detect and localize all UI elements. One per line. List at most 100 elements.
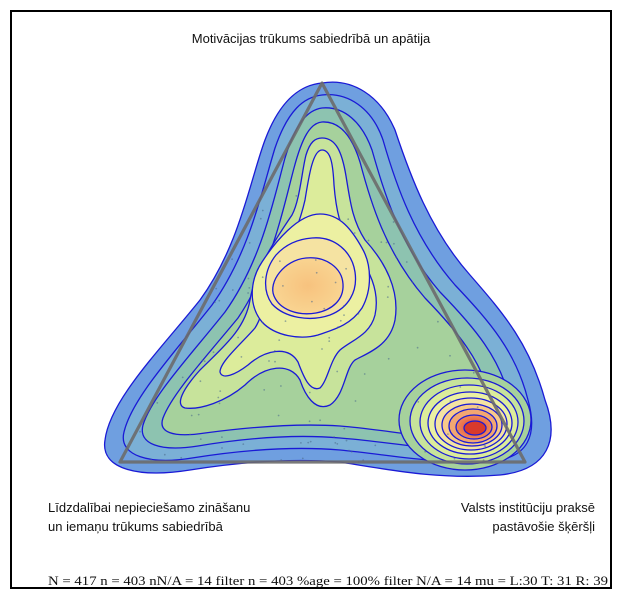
data-point <box>334 442 337 444</box>
data-point <box>163 453 166 456</box>
data-point <box>259 217 262 220</box>
data-point <box>199 380 202 383</box>
data-point <box>203 360 206 363</box>
data-point <box>231 258 234 261</box>
data-point <box>321 348 323 350</box>
data-point <box>339 218 341 221</box>
data-point <box>337 326 339 328</box>
data-point <box>150 458 153 461</box>
density-field <box>104 81 552 477</box>
data-point <box>416 346 419 349</box>
data-point <box>215 287 218 290</box>
data-point <box>411 281 414 284</box>
data-point <box>156 402 159 404</box>
data-point <box>268 360 270 362</box>
data-point <box>284 320 287 322</box>
data-point <box>323 307 326 310</box>
data-point <box>217 396 220 399</box>
data-point <box>395 256 397 259</box>
vertex-label-left-line1: Līdzdalībai nepieciešamo zināšanu <box>48 500 250 515</box>
data-point <box>189 433 191 436</box>
stats-line: N = 417 n = 403 nN/A = 14 filter n = 403… <box>48 574 608 588</box>
density-band-center-peak <box>272 257 344 315</box>
data-point <box>336 443 339 445</box>
data-point <box>380 241 383 244</box>
data-point <box>343 314 345 316</box>
data-point <box>476 406 479 408</box>
data-point <box>221 436 223 438</box>
ternary-triangle <box>118 81 527 464</box>
data-point <box>261 209 264 212</box>
data-point <box>417 401 420 403</box>
data-point <box>354 400 357 402</box>
data-point <box>437 320 439 323</box>
data-point <box>339 319 342 322</box>
data-point <box>453 457 456 460</box>
data-point <box>447 433 449 435</box>
data-point <box>393 242 395 245</box>
data-point <box>345 439 348 442</box>
data-point <box>449 354 451 357</box>
data-point <box>201 359 204 362</box>
data-point <box>374 444 377 447</box>
data-point <box>277 414 280 417</box>
data-point <box>180 456 183 459</box>
data-point <box>231 289 234 291</box>
data-point <box>387 285 390 288</box>
data-point <box>311 300 313 303</box>
data-point <box>343 427 346 430</box>
vertex-label-right-line1: Valsts institūciju praksē <box>461 500 595 515</box>
data-point <box>387 357 390 360</box>
data-point <box>214 301 216 304</box>
data-point <box>247 277 250 280</box>
data-point <box>261 276 264 279</box>
data-point <box>248 242 251 244</box>
data-point <box>247 292 250 294</box>
data-point <box>307 441 310 444</box>
data-point <box>212 351 215 354</box>
data-point <box>472 371 475 374</box>
data-point <box>309 440 312 443</box>
data-point <box>315 271 318 274</box>
data-points <box>139 195 487 463</box>
data-point <box>350 450 353 453</box>
data-point <box>333 436 335 438</box>
data-point <box>262 321 264 324</box>
data-point <box>190 414 193 417</box>
data-point <box>363 373 366 375</box>
data-point <box>308 391 311 394</box>
data-point <box>353 232 356 234</box>
vertex-label-right-line2: pastāvošie šķēršļi <box>492 519 595 534</box>
data-point <box>274 360 276 363</box>
data-point <box>218 299 221 302</box>
data-point <box>308 420 311 423</box>
data-point <box>328 336 331 339</box>
data-point <box>345 267 347 270</box>
data-point <box>197 413 200 416</box>
data-point <box>342 305 345 307</box>
data-point <box>273 350 276 352</box>
data-point <box>405 261 408 263</box>
data-point <box>181 376 184 379</box>
data-point <box>248 287 251 289</box>
data-point <box>319 419 321 422</box>
data-point <box>139 430 141 433</box>
data-point <box>301 457 304 460</box>
data-point <box>295 195 298 197</box>
data-point <box>282 285 284 287</box>
vertex-label-top: Motivācijas trūkums sabiedrībā un apātij… <box>192 31 431 46</box>
data-point <box>280 385 282 387</box>
data-point <box>328 340 331 342</box>
data-point <box>218 402 221 405</box>
data-point <box>199 438 202 440</box>
data-point <box>242 443 245 445</box>
data-point <box>263 389 266 391</box>
data-point <box>392 221 395 223</box>
data-point <box>237 336 240 339</box>
data-point <box>314 259 317 261</box>
right-peak-ring-9 <box>463 420 487 436</box>
data-point <box>386 296 389 298</box>
data-point <box>334 281 337 284</box>
data-point <box>347 218 350 221</box>
